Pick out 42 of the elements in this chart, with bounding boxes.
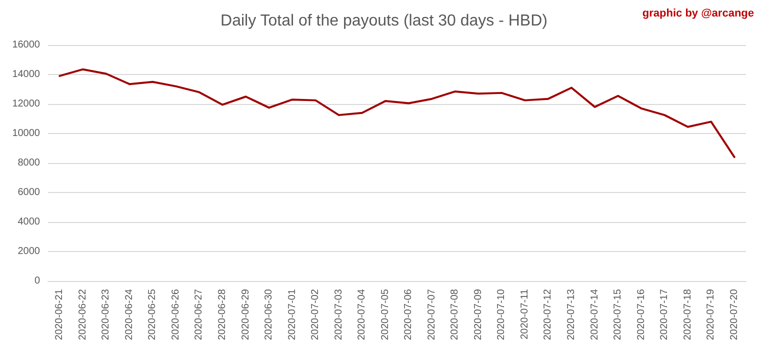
y-tick-label: 6000: [18, 187, 40, 198]
x-tick-label: 2020-06-23: [100, 288, 112, 340]
y-tick-label: 4000: [18, 216, 40, 228]
x-tick-label: 2020-07-04: [356, 288, 368, 340]
y-tick-label: 0: [34, 276, 40, 286]
x-tick-label: 2020-06-28: [217, 288, 228, 340]
y-tick-label: 16000: [12, 40, 40, 50]
y-tick-label: 2000: [18, 246, 40, 257]
x-tick-label: 2020-07-14: [589, 288, 600, 340]
x-tick-label: 2020-07-01: [286, 288, 298, 340]
y-tick-label: 12000: [12, 98, 40, 110]
x-tick-label: 2020-07-07: [426, 288, 438, 340]
x-tick-label: 2020-07-08: [450, 288, 461, 340]
x-tick-label: 2020-06-25: [147, 288, 158, 340]
y-tick-label: 8000: [18, 158, 40, 168]
text: graphic by @arcange: [642, 8, 754, 20]
y-tick-label: 14000: [12, 69, 40, 80]
x-tick-label: 2020-07-10: [496, 288, 508, 340]
x-tick-label: 2020-06-22: [77, 288, 88, 340]
x-tick-label: 2020-06-24: [124, 288, 135, 340]
x-tick-label: 2020-07-02: [310, 288, 322, 340]
x-tick-label: 2020-07-03: [333, 288, 344, 340]
line-series: [58, 68, 736, 158]
x-tick-label: 2020-07-09: [472, 288, 484, 340]
y-tick-label: 10000: [12, 128, 40, 139]
x-tick-label: 2020-07-20: [728, 288, 740, 340]
x-tick-label: 2020-06-21: [54, 288, 66, 340]
x-tick-label: 2020-07-16: [636, 288, 647, 340]
x-tick-label: 2020-07-19: [706, 288, 717, 340]
x-tick-label: 2020-07-12: [542, 288, 554, 340]
chart-title: Daily Total of the payouts (last 30 days - HBD): [220, 12, 548, 30]
x-tick-label: 2020-06-26: [170, 288, 182, 340]
x-tick-label: 2020-06-29: [240, 288, 252, 340]
x-tick-label: 2020-06-30: [264, 288, 275, 340]
x-tick-label: 2020-07-15: [612, 288, 624, 340]
x-tick-label: 2020-07-13: [566, 288, 577, 340]
x-tick-label: 2020-07-05: [380, 288, 391, 340]
x-tick-label: 2020-06-27: [194, 288, 205, 340]
x-tick-label: 2020-07-17: [659, 288, 670, 340]
x-tick-label: 2020-07-06: [403, 288, 414, 340]
x-tick-label: 2020-07-18: [682, 288, 694, 340]
x-tick-label: 2020-07-11: [519, 288, 530, 340]
